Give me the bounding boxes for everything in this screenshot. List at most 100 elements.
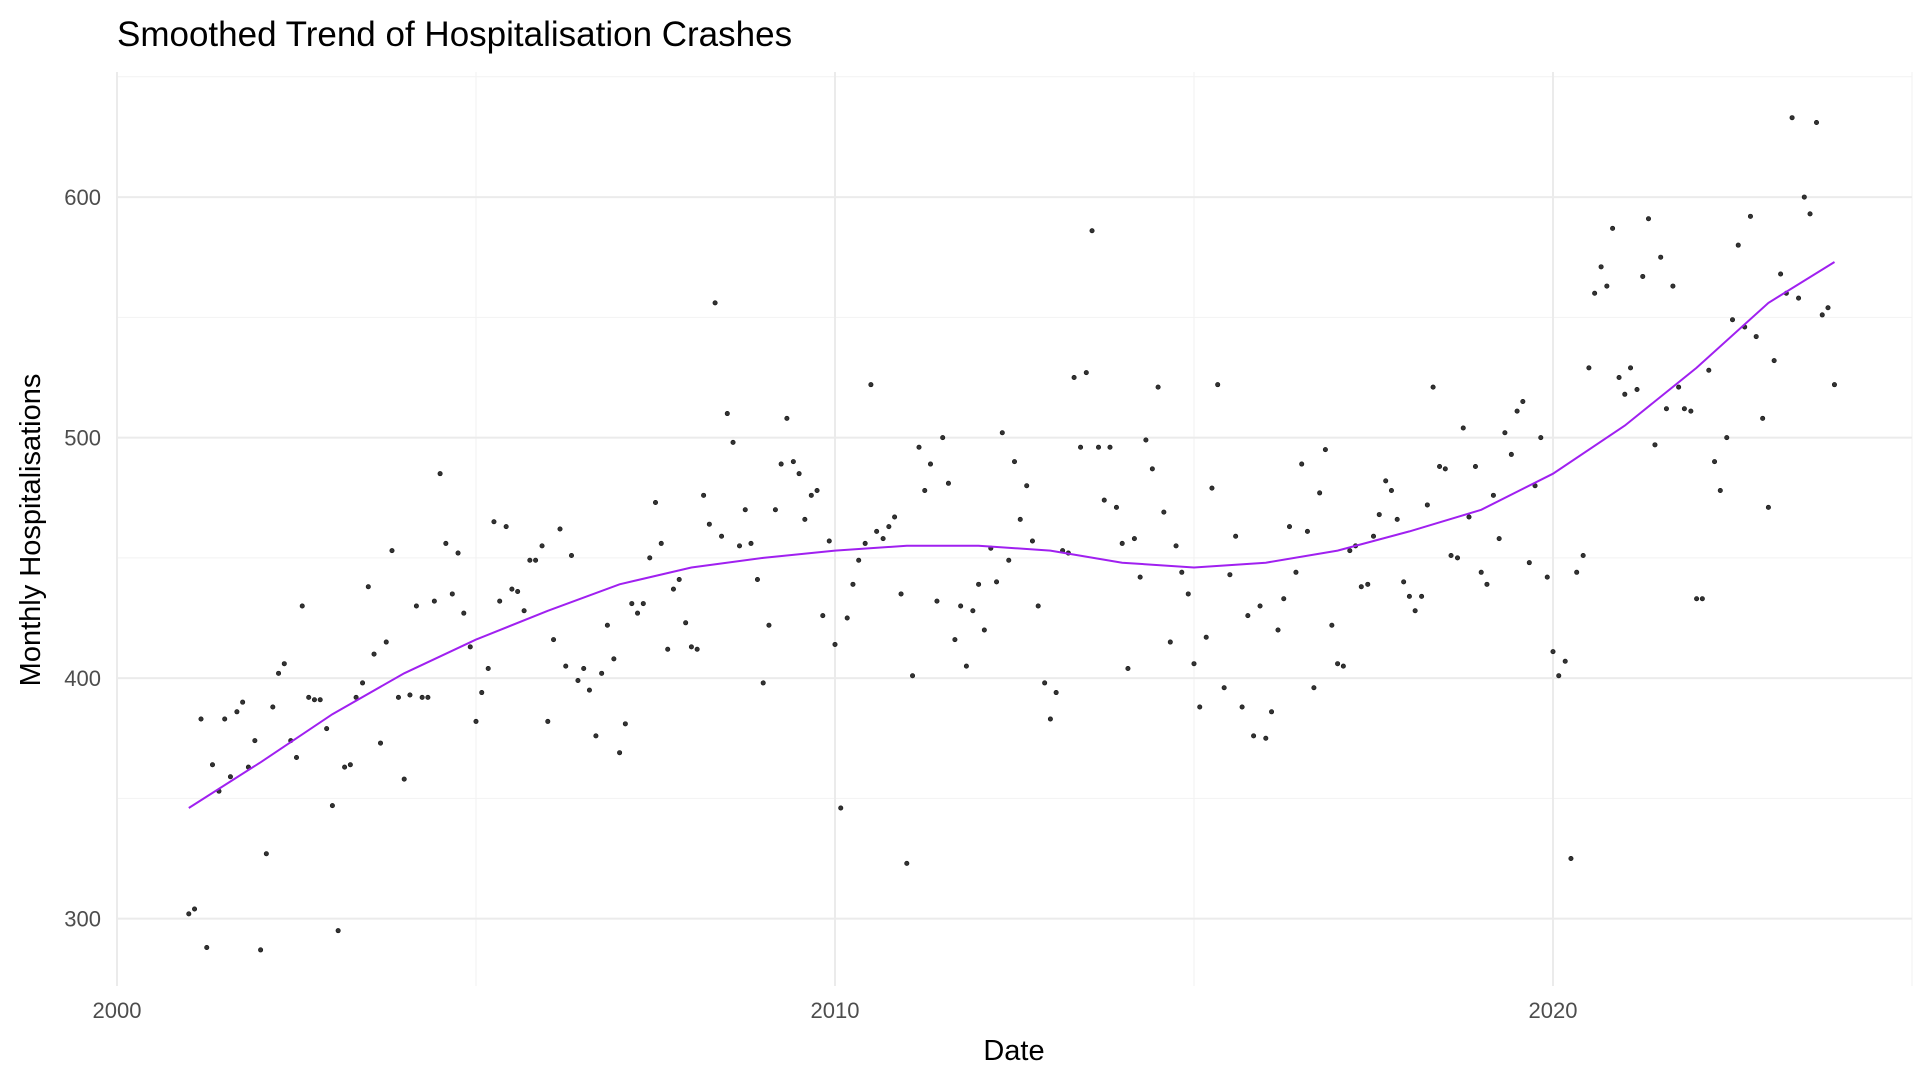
data-point: [772, 507, 778, 513]
data-point: [1293, 569, 1299, 575]
data-point: [945, 480, 951, 486]
data-point: [461, 610, 467, 616]
data-point: [737, 543, 743, 549]
data-point: [299, 603, 305, 609]
data-point: [1753, 334, 1759, 340]
data-point: [371, 651, 377, 657]
data-point: [1322, 447, 1328, 453]
data-point: [1419, 593, 1425, 599]
data-point: [1042, 680, 1048, 686]
data-point: [527, 557, 533, 563]
data-point: [1550, 649, 1556, 655]
data-point: [533, 557, 539, 563]
data-point: [1538, 435, 1544, 441]
data-point: [922, 488, 928, 494]
y-tick-label: 600: [64, 185, 101, 210]
data-point: [701, 492, 707, 498]
data-point: [1024, 483, 1030, 489]
data-point: [1778, 271, 1784, 277]
data-point: [1299, 461, 1305, 467]
data-points: [186, 115, 1837, 953]
data-point: [539, 543, 545, 549]
data-point: [276, 670, 282, 676]
data-point: [629, 601, 635, 607]
data-point: [940, 435, 946, 441]
data-point: [647, 555, 653, 561]
data-point: [1215, 382, 1221, 388]
data-point: [1645, 216, 1651, 222]
data-point: [222, 716, 228, 722]
data-point: [635, 610, 641, 616]
data-point: [1502, 430, 1508, 436]
data-point: [1562, 658, 1568, 664]
data-point: [1209, 485, 1215, 491]
data-point: [683, 620, 689, 626]
data-point: [934, 598, 940, 604]
data-point: [335, 928, 341, 934]
data-point: [832, 641, 838, 647]
data-point: [916, 444, 922, 450]
data-point: [1227, 572, 1233, 578]
smoothed-trend-line: [188, 261, 1836, 809]
data-point: [1616, 374, 1622, 380]
data-point: [1155, 384, 1161, 390]
data-point: [748, 540, 754, 546]
data-point: [604, 622, 610, 628]
data-point: [1789, 115, 1795, 121]
data-point: [1556, 673, 1562, 679]
data-point: [1053, 690, 1059, 696]
data-point: [1771, 358, 1777, 364]
data-point: [1831, 382, 1837, 388]
data-point: [1460, 425, 1466, 431]
data-point: [545, 718, 551, 724]
data-point: [1143, 437, 1149, 443]
data-point: [1412, 608, 1418, 614]
data-point: [563, 663, 569, 669]
data-point: [1203, 634, 1209, 640]
data-point: [1281, 596, 1287, 602]
data-point: [455, 550, 461, 556]
data-point: [808, 492, 814, 498]
data-point: [802, 516, 808, 522]
data-point: [760, 680, 766, 686]
data-point: [467, 644, 473, 650]
data-point: [1814, 120, 1820, 126]
data-point: [904, 860, 910, 866]
data-point: [437, 471, 443, 477]
data-point: [1760, 415, 1766, 421]
data-point: [844, 615, 850, 621]
data-point: [1735, 242, 1741, 248]
data-point: [1628, 365, 1634, 371]
data-point: [491, 519, 497, 525]
data-point: [599, 670, 605, 676]
data-point: [1137, 574, 1143, 580]
data-point: [1371, 533, 1377, 539]
data-point: [1358, 584, 1364, 590]
data-point: [1442, 466, 1448, 472]
data-point: [1029, 538, 1035, 544]
data-point: [862, 540, 868, 546]
data-point: [617, 750, 623, 756]
data-point: [1747, 213, 1753, 219]
data-point: [1006, 557, 1012, 563]
data-point: [1574, 569, 1580, 575]
y-tick-label: 400: [64, 666, 101, 691]
data-point: [927, 461, 933, 467]
data-point: [1011, 459, 1017, 465]
data-point: [1663, 406, 1669, 412]
data-point: [706, 521, 712, 527]
data-point: [365, 584, 371, 590]
data-point: [910, 673, 916, 679]
grid: [116, 72, 1913, 986]
data-point: [281, 661, 287, 667]
data-point: [981, 627, 987, 633]
data-point: [192, 906, 198, 912]
data-point: [976, 581, 982, 587]
data-point: [1096, 444, 1102, 450]
data-point: [652, 500, 658, 506]
data-point: [515, 589, 521, 595]
data-point: [1676, 384, 1682, 390]
data-point: [963, 663, 969, 669]
data-point: [473, 718, 479, 724]
